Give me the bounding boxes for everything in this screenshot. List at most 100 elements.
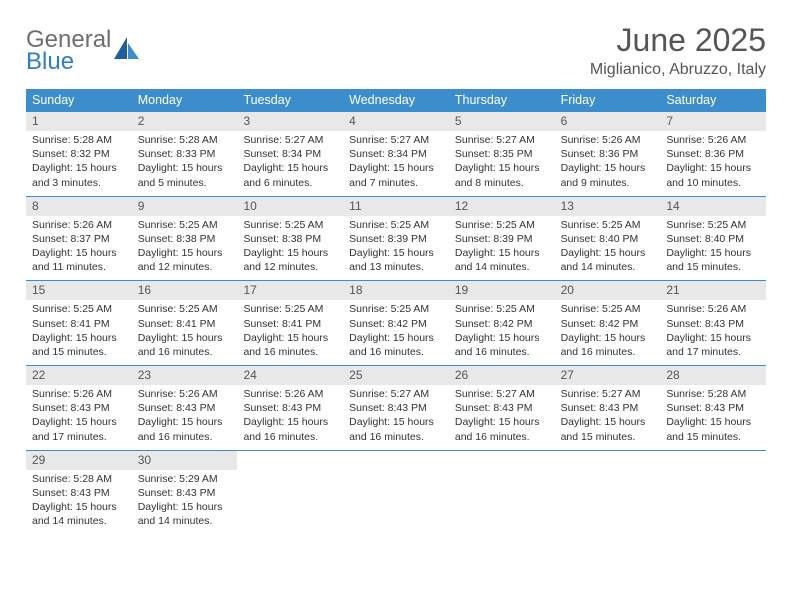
daylight-line1: Daylight: 15 hours: [32, 415, 126, 429]
sunrise-text: Sunrise: 5:25 AM: [349, 302, 443, 316]
day-details: Sunrise: 5:25 AMSunset: 8:42 PMDaylight:…: [343, 300, 449, 359]
sunset-text: Sunset: 8:43 PM: [243, 401, 337, 415]
daylight-line2: and 14 minutes.: [32, 514, 126, 528]
day-details: Sunrise: 5:25 AMSunset: 8:38 PMDaylight:…: [132, 216, 238, 275]
sunrise-text: Sunrise: 5:25 AM: [455, 302, 549, 316]
day-cell: [555, 451, 661, 535]
sunset-text: Sunset: 8:43 PM: [138, 401, 232, 415]
sunrise-text: Sunrise: 5:25 AM: [32, 302, 126, 316]
day-number: 12: [449, 197, 555, 216]
day-number: 21: [660, 281, 766, 300]
day-cell: 24Sunrise: 5:26 AMSunset: 8:43 PMDayligh…: [237, 366, 343, 450]
day-number: 7: [660, 112, 766, 131]
calendar: SundayMondayTuesdayWednesdayThursdayFrid…: [26, 89, 766, 534]
daylight-line1: Daylight: 15 hours: [138, 246, 232, 260]
sunrise-text: Sunrise: 5:25 AM: [138, 218, 232, 232]
day-cell: 28Sunrise: 5:28 AMSunset: 8:43 PMDayligh…: [660, 366, 766, 450]
week-row: 22Sunrise: 5:26 AMSunset: 8:43 PMDayligh…: [26, 366, 766, 451]
daylight-line2: and 10 minutes.: [666, 176, 760, 190]
sunrise-text: Sunrise: 5:27 AM: [455, 133, 549, 147]
sunset-text: Sunset: 8:43 PM: [455, 401, 549, 415]
sunset-text: Sunset: 8:39 PM: [349, 232, 443, 246]
sunset-text: Sunset: 8:38 PM: [138, 232, 232, 246]
weekday-header: Wednesday: [343, 89, 449, 112]
day-details: Sunrise: 5:26 AMSunset: 8:43 PMDaylight:…: [132, 385, 238, 444]
daylight-line2: and 12 minutes.: [243, 260, 337, 274]
week-row: 15Sunrise: 5:25 AMSunset: 8:41 PMDayligh…: [26, 281, 766, 366]
daylight-line2: and 15 minutes.: [666, 430, 760, 444]
daylight-line1: Daylight: 15 hours: [138, 415, 232, 429]
daylight-line2: and 13 minutes.: [349, 260, 443, 274]
sunrise-text: Sunrise: 5:26 AM: [138, 387, 232, 401]
daylight-line2: and 16 minutes.: [243, 345, 337, 359]
day-cell: 8Sunrise: 5:26 AMSunset: 8:37 PMDaylight…: [26, 197, 132, 281]
daylight-line1: Daylight: 15 hours: [243, 246, 337, 260]
sunrise-text: Sunrise: 5:28 AM: [32, 133, 126, 147]
day-cell: 12Sunrise: 5:25 AMSunset: 8:39 PMDayligh…: [449, 197, 555, 281]
sunrise-text: Sunrise: 5:26 AM: [243, 387, 337, 401]
daylight-line1: Daylight: 15 hours: [455, 415, 549, 429]
day-cell: [449, 451, 555, 535]
sunrise-text: Sunrise: 5:27 AM: [349, 387, 443, 401]
day-details: Sunrise: 5:25 AMSunset: 8:41 PMDaylight:…: [26, 300, 132, 359]
day-cell: 27Sunrise: 5:27 AMSunset: 8:43 PMDayligh…: [555, 366, 661, 450]
day-cell: 7Sunrise: 5:26 AMSunset: 8:36 PMDaylight…: [660, 112, 766, 196]
day-cell: 9Sunrise: 5:25 AMSunset: 8:38 PMDaylight…: [132, 197, 238, 281]
sunrise-text: Sunrise: 5:25 AM: [561, 218, 655, 232]
week-row: 1Sunrise: 5:28 AMSunset: 8:32 PMDaylight…: [26, 112, 766, 197]
day-details: Sunrise: 5:25 AMSunset: 8:42 PMDaylight:…: [555, 300, 661, 359]
day-cell: 19Sunrise: 5:25 AMSunset: 8:42 PMDayligh…: [449, 281, 555, 365]
daylight-line1: Daylight: 15 hours: [243, 331, 337, 345]
day-cell: [237, 451, 343, 535]
daylight-line1: Daylight: 15 hours: [138, 331, 232, 345]
logo-text: General Blue: [26, 28, 111, 74]
sunrise-text: Sunrise: 5:27 AM: [349, 133, 443, 147]
logo-word2: Blue: [26, 50, 111, 74]
day-cell: 30Sunrise: 5:29 AMSunset: 8:43 PMDayligh…: [132, 451, 238, 535]
day-number: 30: [132, 451, 238, 470]
daylight-line2: and 16 minutes.: [138, 345, 232, 359]
sunset-text: Sunset: 8:41 PM: [32, 317, 126, 331]
daylight-line2: and 6 minutes.: [243, 176, 337, 190]
day-details: Sunrise: 5:26 AMSunset: 8:43 PMDaylight:…: [237, 385, 343, 444]
sunrise-text: Sunrise: 5:25 AM: [349, 218, 443, 232]
sunset-text: Sunset: 8:43 PM: [349, 401, 443, 415]
daylight-line2: and 16 minutes.: [455, 430, 549, 444]
sunset-text: Sunset: 8:42 PM: [349, 317, 443, 331]
logo-sail-icon: [114, 37, 140, 61]
day-details: Sunrise: 5:26 AMSunset: 8:43 PMDaylight:…: [26, 385, 132, 444]
sunset-text: Sunset: 8:43 PM: [561, 401, 655, 415]
day-cell: 17Sunrise: 5:25 AMSunset: 8:41 PMDayligh…: [237, 281, 343, 365]
day-cell: 10Sunrise: 5:25 AMSunset: 8:38 PMDayligh…: [237, 197, 343, 281]
day-details: Sunrise: 5:25 AMSunset: 8:38 PMDaylight:…: [237, 216, 343, 275]
sunset-text: Sunset: 8:38 PM: [243, 232, 337, 246]
day-number: 20: [555, 281, 661, 300]
day-details: Sunrise: 5:27 AMSunset: 8:34 PMDaylight:…: [237, 131, 343, 190]
day-number: 22: [26, 366, 132, 385]
day-number: 29: [26, 451, 132, 470]
day-details: Sunrise: 5:25 AMSunset: 8:41 PMDaylight:…: [237, 300, 343, 359]
day-number: 2: [132, 112, 238, 131]
day-number: 17: [237, 281, 343, 300]
week-row: 29Sunrise: 5:28 AMSunset: 8:43 PMDayligh…: [26, 451, 766, 535]
daylight-line1: Daylight: 15 hours: [561, 161, 655, 175]
daylight-line1: Daylight: 15 hours: [349, 161, 443, 175]
day-number: 19: [449, 281, 555, 300]
day-details: Sunrise: 5:25 AMSunset: 8:42 PMDaylight:…: [449, 300, 555, 359]
sunset-text: Sunset: 8:41 PM: [243, 317, 337, 331]
daylight-line2: and 16 minutes.: [243, 430, 337, 444]
sunset-text: Sunset: 8:42 PM: [561, 317, 655, 331]
sunset-text: Sunset: 8:32 PM: [32, 147, 126, 161]
sunset-text: Sunset: 8:33 PM: [138, 147, 232, 161]
day-number: 28: [660, 366, 766, 385]
day-cell: 11Sunrise: 5:25 AMSunset: 8:39 PMDayligh…: [343, 197, 449, 281]
day-cell: 13Sunrise: 5:25 AMSunset: 8:40 PMDayligh…: [555, 197, 661, 281]
daylight-line1: Daylight: 15 hours: [666, 246, 760, 260]
day-details: Sunrise: 5:28 AMSunset: 8:32 PMDaylight:…: [26, 131, 132, 190]
daylight-line1: Daylight: 15 hours: [349, 415, 443, 429]
daylight-line2: and 15 minutes.: [32, 345, 126, 359]
day-details: Sunrise: 5:27 AMSunset: 8:43 PMDaylight:…: [555, 385, 661, 444]
sunset-text: Sunset: 8:43 PM: [138, 486, 232, 500]
daylight-line2: and 14 minutes.: [455, 260, 549, 274]
daylight-line2: and 7 minutes.: [349, 176, 443, 190]
